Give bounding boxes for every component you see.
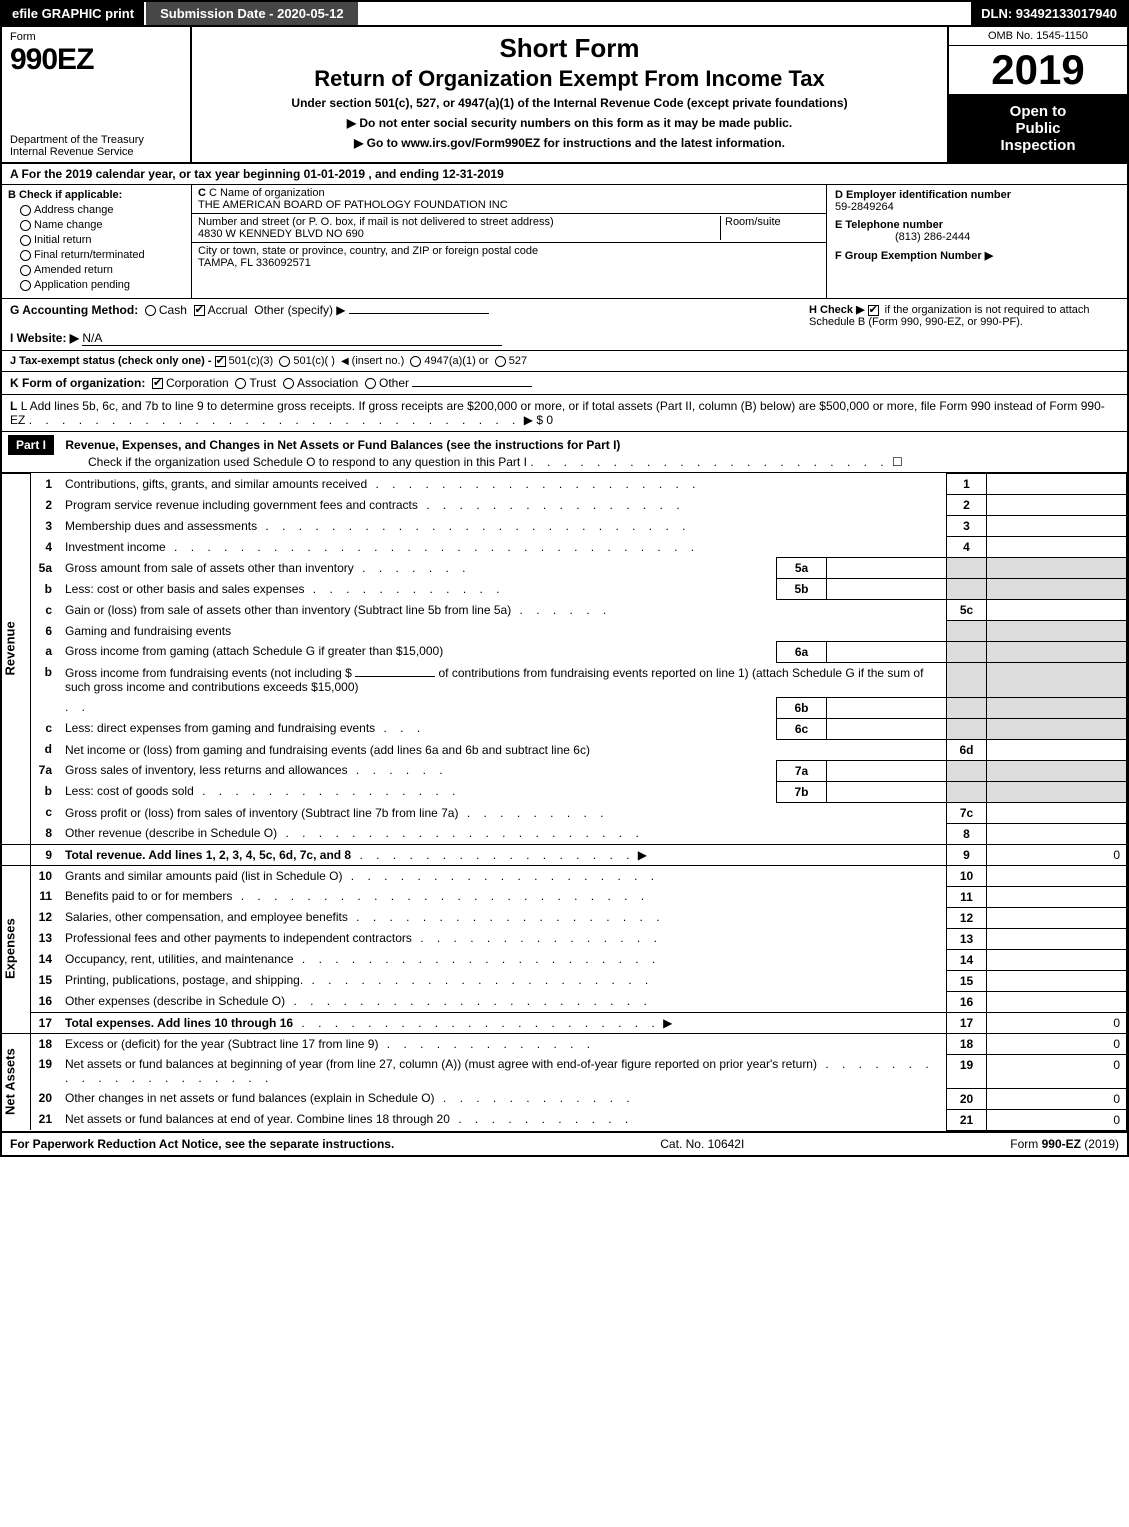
efile-print-button[interactable]: efile GRAPHIC print <box>2 2 144 25</box>
header-center: Short Form Return of Organization Exempt… <box>192 27 947 162</box>
row-j: J Tax-exempt status (check only one) - 5… <box>2 351 1127 372</box>
g-cash-radio[interactable] <box>145 305 156 316</box>
row-l: L L Add lines 5b, 6c, and 7b to line 9 t… <box>2 395 1127 432</box>
side-netassets: Net Assets <box>2 1033 30 1130</box>
website-value: N/A <box>82 331 502 346</box>
header-right: OMB No. 1545-1150 2019 Open to Public In… <box>947 27 1127 162</box>
footer-right: Form 990-EZ (2019) <box>1010 1137 1119 1151</box>
check-application-pending[interactable]: Application pending <box>20 279 185 291</box>
tax-period: A For the 2019 calendar year, or tax yea… <box>2 164 1127 185</box>
side-revenue: Revenue <box>2 474 30 824</box>
k-assoc[interactable] <box>283 378 294 389</box>
submission-date: Submission Date - 2020-05-12 <box>144 2 358 25</box>
k-trust[interactable] <box>235 378 246 389</box>
ssn-note: ▶ Do not enter social security numbers o… <box>202 116 937 130</box>
schedule-table: Revenue 1 Contributions, gifts, grants, … <box>2 473 1127 1131</box>
omb-number: OMB No. 1545-1150 <box>949 27 1127 46</box>
form-header: Form 990EZ Department of the Treasury In… <box>2 27 1127 164</box>
check-address-change[interactable]: Address change <box>20 204 185 216</box>
entity-info: B Check if applicable: Address change Na… <box>2 185 1127 299</box>
part1-check-text: Check if the organization used Schedule … <box>88 455 527 469</box>
g-accrual-check[interactable] <box>194 305 205 316</box>
row-k: K Form of organization: Corporation Trus… <box>2 372 1127 395</box>
tax-year: 2019 <box>949 46 1127 95</box>
j-501c[interactable] <box>279 356 290 367</box>
section-b: B Check if applicable: Address change Na… <box>2 185 192 298</box>
h-section: H Check ▶ if the organization is not req… <box>809 303 1119 346</box>
check-amended-return[interactable]: Amended return <box>20 264 185 276</box>
goto-link[interactable]: ▶ Go to www.irs.gov/Form990EZ for instru… <box>202 136 937 150</box>
phone-value: (813) 286-2444 <box>895 231 970 243</box>
form-page: efile GRAPHIC print Submission Date - 20… <box>0 0 1129 1157</box>
i-label: I Website: ▶ <box>10 331 79 345</box>
part1-checkbox[interactable]: ☐ <box>892 455 903 469</box>
dln-label: DLN: 93492133017940 <box>971 2 1127 25</box>
side-expenses: Expenses <box>2 865 30 1033</box>
part1-label: Part I <box>8 435 54 455</box>
part1-title: Revenue, Expenses, and Changes in Net As… <box>65 438 620 452</box>
form-title: Short Form <box>202 33 937 64</box>
street-value: 4830 W KENNEDY BLVD NO 690 <box>198 228 720 240</box>
org-name-label: C C Name of organization <box>198 187 820 199</box>
form-number: 990EZ <box>10 43 182 77</box>
check-final-return[interactable]: Final return/terminated <box>20 249 185 261</box>
form-subtitle: Return of Organization Exempt From Incom… <box>202 66 937 92</box>
room-label: Room/suite <box>725 216 820 228</box>
k-corp[interactable] <box>152 378 163 389</box>
phone-label: E Telephone number <box>835 219 943 231</box>
top-bar: efile GRAPHIC print Submission Date - 20… <box>2 2 1127 27</box>
check-name-change[interactable]: Name change <box>20 219 185 231</box>
check-initial-return[interactable]: Initial return <box>20 234 185 246</box>
g-label: G Accounting Method: <box>10 303 138 317</box>
section-b-header: B Check if applicable: <box>8 189 185 201</box>
city-label: City or town, state or province, country… <box>198 245 820 257</box>
j-4947[interactable] <box>410 356 421 367</box>
footer-left: For Paperwork Reduction Act Notice, see … <box>10 1137 394 1151</box>
page-footer: For Paperwork Reduction Act Notice, see … <box>2 1131 1127 1155</box>
street-label: Number and street (or P. O. box, if mail… <box>198 216 720 228</box>
header-left: Form 990EZ Department of the Treasury In… <box>2 27 192 162</box>
department-label: Department of the Treasury Internal Reve… <box>10 134 182 158</box>
org-name: THE AMERICAN BOARD OF PATHOLOGY FOUNDATI… <box>198 199 820 211</box>
group-exemption-label: F Group Exemption Number ▶ <box>835 250 993 262</box>
section-def: D Employer identification number 59-2849… <box>827 185 1127 298</box>
j-527[interactable] <box>495 356 506 367</box>
row-g-h: G Accounting Method: Cash Accrual Other … <box>2 299 1127 351</box>
section-c: C C Name of organization THE AMERICAN BO… <box>192 185 827 298</box>
h-check[interactable] <box>868 305 879 316</box>
l-amount: ▶ $ 0 <box>524 413 553 427</box>
k-other[interactable] <box>365 378 376 389</box>
part1-header-row: Part I Revenue, Expenses, and Changes in… <box>2 432 1127 473</box>
under-section: Under section 501(c), 527, or 4947(a)(1)… <box>202 96 937 110</box>
footer-center: Cat. No. 10642I <box>660 1137 744 1151</box>
ein-value: 59-2849264 <box>835 201 894 213</box>
form-label: Form <box>10 31 182 43</box>
city-value: TAMPA, FL 336092571 <box>198 257 820 269</box>
public-inspection: Open to Public Inspection <box>949 95 1127 162</box>
j-501c3[interactable] <box>215 356 226 367</box>
ein-label: D Employer identification number <box>835 189 1011 201</box>
